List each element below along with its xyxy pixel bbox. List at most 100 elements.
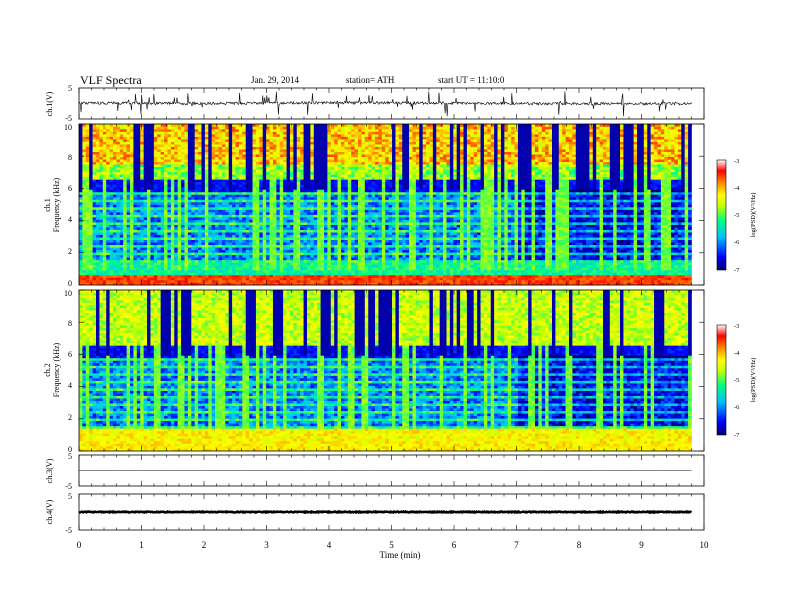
spectrogram-cell [96, 144, 100, 147]
spectrogram-cell [123, 244, 127, 248]
spectrogram-cell [79, 191, 83, 195]
spectrogram-cell [140, 274, 144, 278]
spectrogram-cell [106, 239, 110, 243]
spectrogram-cell [177, 237, 182, 241]
spectrogram-cell [255, 209, 260, 213]
spectrogram-cell [143, 176, 148, 180]
spectrogram-cell [320, 161, 325, 165]
spectrogram-cell [150, 239, 155, 243]
spectrogram-cell [228, 136, 233, 140]
spectrogram-cell [136, 171, 141, 175]
spectrogram-cell [204, 227, 209, 230]
spectrogram-cell [194, 154, 199, 158]
spectrogram-cell [249, 247, 253, 251]
spectrogram-cell [255, 144, 260, 147]
spectrogram-cell [211, 277, 216, 281]
spectrogram-cell [194, 141, 199, 145]
spectrogram-cell [164, 262, 168, 266]
spectrogram-cell [337, 139, 342, 142]
spectrogram-cell [317, 257, 321, 261]
spectrogram-cell [255, 156, 260, 160]
spectrogram-cell [303, 154, 308, 158]
spectrogram-cell [249, 154, 253, 158]
spectrogram-cell [283, 169, 287, 173]
spectrogram-cell [99, 141, 104, 145]
spectrogram-cell [136, 244, 141, 248]
spectrogram-cell [130, 156, 134, 160]
spectrogram-cell [327, 134, 332, 137]
spectrogram-cell [303, 144, 308, 147]
spectrogram-cell [136, 141, 141, 145]
spectrogram-cell [225, 264, 230, 268]
spectrogram-cell [133, 272, 138, 276]
spectrogram-cell [303, 134, 308, 137]
spectrogram-cell [320, 229, 325, 233]
spectrogram-cell [218, 191, 223, 195]
spectrogram-cell [303, 179, 308, 183]
spectrogram-cell [225, 124, 230, 127]
spectrogram-cell [187, 139, 192, 142]
spectrogram-cell [181, 239, 185, 243]
spectrogram-cell [198, 274, 202, 278]
spectrogram-cell [140, 229, 144, 233]
spectrogram-cell [164, 186, 168, 190]
spectrogram-cell [201, 144, 206, 147]
spectrogram-cell [272, 217, 277, 220]
spectrogram-cell [157, 279, 161, 283]
spectrogram-cell [136, 217, 141, 220]
spectrogram-cell [79, 207, 83, 210]
spectrogram-cell [327, 242, 332, 246]
spectrogram-cell [317, 141, 321, 145]
spectrogram-cell [283, 129, 287, 132]
spectrogram-cell [266, 229, 270, 233]
spectrogram-cell [283, 224, 287, 228]
spectrogram-cell [204, 244, 209, 248]
spectrogram-cell [235, 232, 240, 235]
spectrogram-cell [218, 201, 223, 205]
spectrogram-cell [167, 227, 172, 230]
spectrogram-cell [201, 204, 206, 208]
spectrogram-cell [252, 227, 257, 230]
spectrogram-cell [296, 237, 301, 241]
spectrogram-cell [170, 227, 175, 230]
spectrogram-cell [228, 264, 233, 268]
spectrogram-cell [96, 244, 100, 248]
spectrogram-cell [324, 212, 328, 215]
spectrogram-cell [184, 242, 189, 246]
spectrogram-cell [130, 194, 134, 198]
spectrogram-cell [85, 159, 90, 163]
spectrogram-cell [150, 154, 155, 158]
spectrogram-cell [324, 159, 328, 163]
spectrogram-cell [106, 166, 110, 170]
spectrogram-cell [283, 277, 287, 281]
spectrogram-cell [272, 239, 277, 243]
spectrogram-cell [225, 189, 230, 193]
spectrogram-cell [283, 209, 287, 213]
spectrogram-cell [324, 279, 328, 283]
spectrogram-cell [130, 144, 134, 147]
spectrogram-cell [99, 129, 104, 132]
spectrogram-cell [218, 229, 223, 233]
spectrogram-cell [123, 204, 127, 208]
spectrogram-cell [289, 179, 294, 183]
spectrogram-cell [208, 184, 213, 188]
spectrogram-cell [116, 229, 121, 233]
spectrogram-cell [96, 274, 100, 278]
spectrogram-cell [130, 201, 134, 205]
spectrogram-cell [187, 166, 192, 170]
spectrogram-cell [140, 154, 144, 158]
spectrogram-cell [269, 237, 274, 241]
spectrogram-cell [300, 154, 304, 158]
spectrogram-cell [242, 234, 247, 238]
spectrogram-cell [116, 151, 121, 155]
spectrogram-cell [279, 214, 284, 218]
spectrogram-cell [157, 139, 161, 142]
spectrogram-cell [191, 164, 195, 168]
spectrogram-cell [184, 217, 189, 220]
spectrogram-cell [85, 249, 90, 253]
spectrogram-cell [276, 282, 281, 286]
spectrogram-cell [92, 176, 97, 180]
spectrogram-cell [211, 149, 216, 152]
spectrogram-cell [232, 186, 236, 190]
spectrogram-cell [259, 254, 264, 258]
